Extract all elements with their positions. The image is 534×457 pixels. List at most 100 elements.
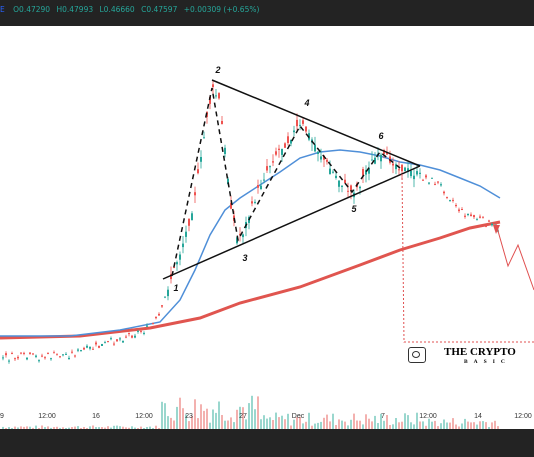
volume-bar xyxy=(188,421,190,429)
candle-body xyxy=(194,192,196,196)
candle-body xyxy=(422,179,424,181)
volume-bar xyxy=(398,422,400,429)
candle-body xyxy=(212,84,214,87)
volume-bar xyxy=(227,420,229,429)
volume-bar xyxy=(287,413,289,429)
volume-bar xyxy=(86,428,88,429)
candle-body xyxy=(50,358,52,360)
candle-body xyxy=(176,262,178,265)
candle-body xyxy=(188,218,190,226)
wave-dashed-path xyxy=(171,87,401,277)
candle-body xyxy=(221,121,223,125)
candle-body xyxy=(305,126,307,132)
candle-body xyxy=(230,202,232,209)
candle-body xyxy=(86,345,88,348)
volume-bar xyxy=(200,404,202,429)
candle-body xyxy=(140,330,142,332)
candle-body xyxy=(143,332,145,334)
candle-body xyxy=(398,169,400,171)
volume-bar xyxy=(392,424,394,429)
candle-body xyxy=(170,274,172,280)
candle-body xyxy=(344,179,346,184)
wave-label-2: 2 xyxy=(214,65,220,75)
candle-body xyxy=(281,148,283,155)
volume-bar xyxy=(380,413,382,429)
volume-bar xyxy=(92,425,94,429)
volume-bar xyxy=(5,428,7,429)
x-axis-tick-label: 14 xyxy=(474,413,482,420)
volume-bar xyxy=(257,396,259,429)
volume-bar xyxy=(338,419,340,429)
volume-bar xyxy=(293,419,295,429)
projection-box xyxy=(401,173,534,343)
candle-body xyxy=(77,349,79,351)
candle-body xyxy=(218,93,220,99)
wave-label-5: 5 xyxy=(351,204,357,214)
volume-bar xyxy=(146,427,148,429)
volume-bar xyxy=(239,406,241,429)
volume-bar xyxy=(494,420,496,429)
volume-bar xyxy=(470,422,472,429)
volume-bar xyxy=(359,420,361,429)
volume-bar xyxy=(41,425,43,429)
candle-body xyxy=(95,342,97,345)
x-axis-tick-label: 27 xyxy=(239,413,247,420)
candle-body xyxy=(74,355,76,357)
wave-label-1: 1 xyxy=(173,283,178,293)
candle-body xyxy=(224,147,226,154)
candle-body xyxy=(464,215,466,217)
symbol-label[interactable]: E xyxy=(0,5,5,14)
volume-bar xyxy=(122,426,124,429)
candle-body xyxy=(476,219,478,221)
volume-bar xyxy=(299,416,301,429)
candle-body xyxy=(200,157,202,162)
volume-bar xyxy=(395,418,397,429)
candle-body xyxy=(401,164,403,172)
volume-bar xyxy=(305,421,307,429)
candle-body xyxy=(290,140,292,144)
candle-body xyxy=(329,168,331,175)
volume-bar xyxy=(368,418,370,429)
candle-body xyxy=(83,347,85,350)
candle-body xyxy=(137,330,139,332)
candle-body xyxy=(350,185,352,192)
candle-body xyxy=(110,338,112,340)
triangle-lower-line xyxy=(162,165,421,280)
candle-body xyxy=(62,354,64,356)
candle-body xyxy=(278,148,280,150)
volume-bar xyxy=(386,415,388,429)
candle-body xyxy=(38,360,40,362)
candle-body xyxy=(455,205,457,207)
volume-bar xyxy=(149,426,151,429)
volume-bar xyxy=(50,427,52,429)
candle-body xyxy=(257,185,259,188)
candle-body xyxy=(185,231,187,237)
volume-bar xyxy=(428,418,430,429)
volume-bar xyxy=(125,427,127,429)
candle-body xyxy=(263,179,265,181)
volume-bar xyxy=(137,428,139,429)
volume-bar xyxy=(212,409,214,429)
volume-bar xyxy=(281,415,283,429)
volume-bar xyxy=(362,424,364,429)
projection-path xyxy=(495,223,534,291)
candle-body xyxy=(485,225,487,227)
volume-bar xyxy=(410,422,412,429)
volume-bar xyxy=(206,408,208,429)
volume-bar xyxy=(332,413,334,429)
x-axis-tick-label: 16 xyxy=(92,413,100,420)
volume-bar xyxy=(56,426,58,429)
candle-body xyxy=(125,336,127,338)
volume-bar xyxy=(425,425,427,429)
candle-body xyxy=(29,352,31,354)
volume-bar xyxy=(353,413,355,429)
low-value: L0.46660 xyxy=(99,5,135,14)
volume-bar xyxy=(275,412,277,429)
volume-bar xyxy=(401,421,403,429)
volume-bar xyxy=(176,406,178,429)
volume-bar xyxy=(254,409,256,429)
candle-body xyxy=(461,209,463,210)
candle-body xyxy=(332,171,334,173)
volume-bar xyxy=(389,425,391,429)
